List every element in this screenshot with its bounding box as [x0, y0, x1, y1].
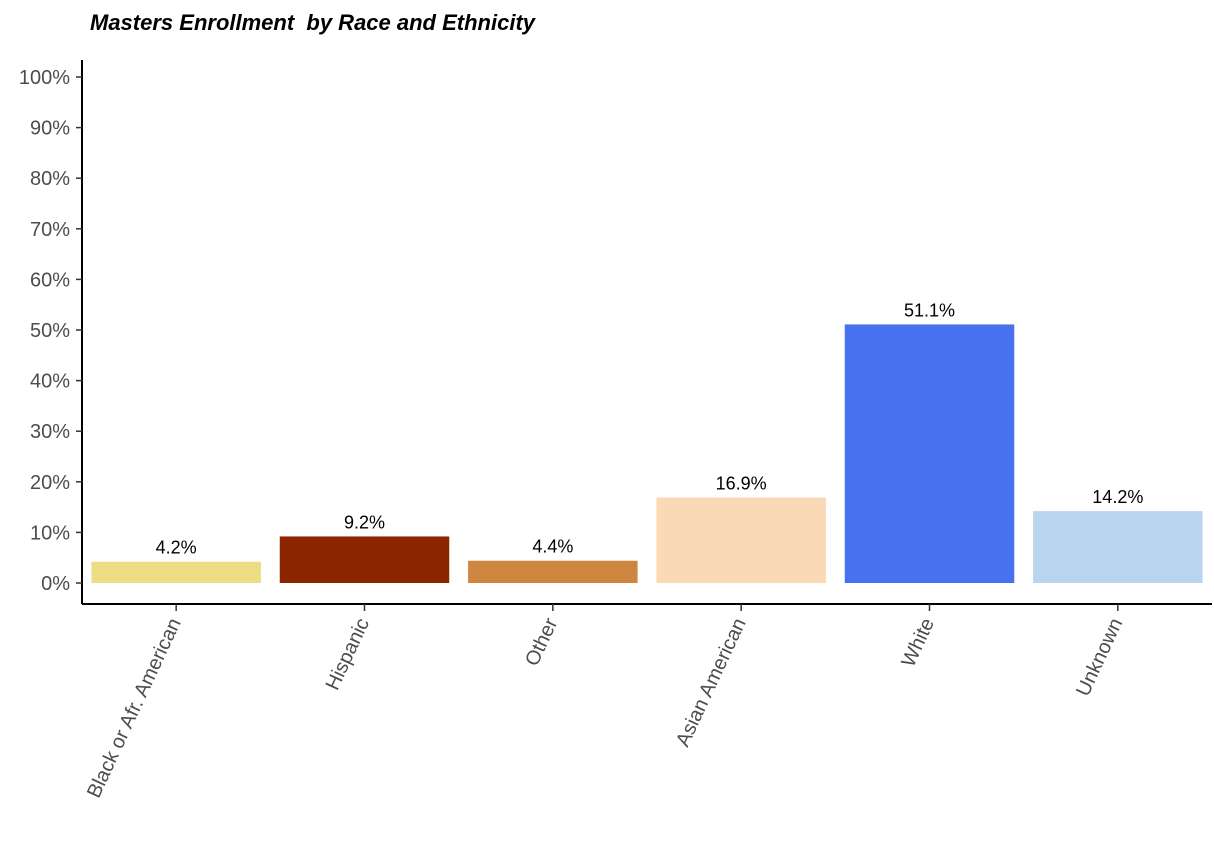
x-tick-label: Hispanic [322, 615, 374, 694]
data-label: 16.9% [716, 473, 767, 493]
bar [844, 324, 1015, 583]
y-tick-label: 90% [30, 118, 70, 140]
bar [1033, 511, 1203, 583]
data-label: 4.2% [156, 538, 197, 558]
y-tick-label: 60% [30, 269, 70, 291]
y-tick-label: 80% [30, 168, 70, 190]
bar [468, 560, 638, 583]
bar [91, 561, 261, 583]
y-tick-label: 70% [30, 219, 70, 241]
x-tick-label: Black or Afr. American [83, 615, 186, 802]
x-tick-label: White [897, 615, 939, 671]
data-label: 9.2% [344, 512, 385, 532]
y-tick-label: 0% [41, 573, 70, 595]
data-label: 14.2% [1092, 487, 1143, 507]
chart-title: Masters Enrollment by Race and Ethnicity [90, 10, 536, 35]
x-tick-label: Asian American [672, 615, 751, 750]
y-tick-label: 10% [30, 522, 70, 544]
y-tick-label: 100% [19, 67, 70, 89]
y-tick-label: 50% [30, 320, 70, 342]
data-label: 51.1% [904, 300, 955, 320]
data-label: 4.4% [532, 537, 573, 557]
y-tick-label: 30% [30, 421, 70, 443]
bar [656, 497, 826, 583]
x-tick-label: Other [521, 615, 562, 670]
bar [279, 536, 450, 583]
y-tick-label: 40% [30, 371, 70, 393]
x-tick-label: Unknown [1072, 615, 1127, 700]
y-tick-label: 20% [30, 472, 70, 494]
